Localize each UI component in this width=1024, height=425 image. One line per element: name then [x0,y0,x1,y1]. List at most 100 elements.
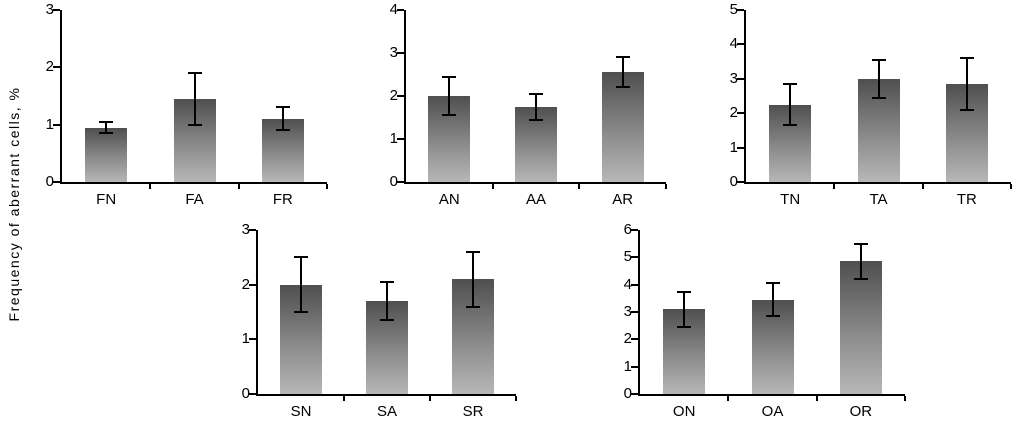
error-bar-cap-bottom [529,118,543,121]
error-bar-line [877,59,880,98]
y-tick-mark [737,146,744,149]
y-tick-mark [249,229,256,231]
error-bar-line [193,73,196,125]
bar-chart-F-group: 0 1 2 3 FN FA FR [34,1,328,208]
error-bar-cap-bottom [294,311,308,313]
bar-chart-O-group: 0 1 2 3 4 5 6 ON OA OR [612,221,906,420]
x-tick-mark [429,396,431,401]
y-tick-label: 4 [623,275,632,293]
y-tick-label: 1 [389,130,398,147]
y-tick-mark [737,9,744,11]
x-category-label: AR [612,191,634,208]
error-bar-cap-bottom [853,278,868,281]
error-bar-cap-bottom [99,132,114,135]
error-bar-cap-top [853,242,868,245]
error-bar-cap-top [275,106,290,109]
y-tick-mark [249,393,256,395]
y-tick-label: 3 [45,1,54,18]
y-tick-mark [737,181,744,183]
x-tick-mark [727,396,730,401]
error-bar-cap-bottom [275,129,290,132]
error-bar-line [771,283,774,317]
error-bar-cap-bottom [187,123,202,126]
bar-chart-T-group: 0 1 2 3 4 5 TN TA TR [718,1,1012,208]
error-bar-cap-top [466,250,480,253]
y-tick-mark [737,77,744,80]
y-tick-label: 3 [623,303,632,320]
y-tick-mark [53,9,60,11]
error-bar-line [105,121,108,134]
plot-area: 0 1 2 3 SN SA SR [242,221,517,420]
error-bar-cap-bottom [677,326,692,329]
error-bar-cap-top [187,72,202,75]
y-tick-mark [737,112,744,115]
y-tick-mark [631,256,638,259]
error-bar-line [300,257,302,312]
x-category-label: SN [290,403,312,420]
error-bar-line [535,93,537,120]
x-tick-mark [149,184,152,189]
y-tick-mark [53,123,60,126]
y-tick-mark [631,393,638,395]
error-bar-line [789,83,792,126]
bar-chart-A-group: 0 1 2 3 4 AN AA AR [378,1,667,208]
x-tick-mark [515,396,517,401]
bar-chart-S-group: 0 1 2 3 SN SA SR [230,221,517,420]
error-bar-cap-bottom [615,86,630,89]
x-tick-mark [491,184,494,189]
error-bar-cap-bottom [765,315,780,318]
y-tick-mark [53,181,60,183]
y-tick-mark [397,9,404,11]
x-tick-mark [815,396,818,401]
error-bar-cap-bottom [442,114,457,117]
y-tick-label: 1 [623,357,632,375]
error-bar-cap-top [871,58,886,61]
x-category-label: TN [780,191,801,208]
y-tick-label: 4 [389,1,398,18]
error-bar-cap-top [677,290,692,293]
x-category-label: SA [376,403,397,420]
y-tick-label: 2 [623,330,632,348]
y-tick-mark [631,338,638,341]
error-bar-cap-top [442,75,457,78]
plot-area: 0 1 2 3 4 5 TN TA TR [730,1,1012,208]
x-tick-mark [326,184,328,189]
error-bar-line [472,251,474,307]
y-tick-label: 6 [623,221,632,238]
y-tick-mark [397,52,404,54]
error-bar-cap-top [783,82,798,85]
x-category-label: FR [272,191,293,208]
y-tick-label: 0 [729,173,738,190]
x-category-label: TR [956,191,977,208]
x-category-label: ON [672,403,696,420]
x-category-label: AA [525,191,546,208]
y-tick-mark [737,43,744,46]
x-tick-mark [665,184,667,189]
x-tick-mark [833,184,836,189]
x-tick-mark [1010,184,1012,189]
y-tick-label: 2 [241,275,250,293]
y-tick-label: 2 [729,104,738,122]
error-bar-cap-bottom [783,124,798,127]
x-tick-mark [578,184,581,189]
y-tick-mark [397,95,404,97]
x-tick-mark [343,396,345,401]
error-bar-line [386,281,388,321]
bar [85,127,128,182]
y-tick-mark [249,283,256,286]
bar [839,261,882,394]
x-category-label: SR [462,403,484,420]
error-bar-cap-top [765,282,780,285]
y-tick-label: 3 [729,69,738,87]
y-tick-label: 0 [389,173,398,190]
y-tick-mark [397,138,404,140]
error-bar-line [965,58,968,110]
x-category-label: FN [96,191,117,208]
x-tick-mark [237,184,240,189]
y-tick-label: 1 [241,330,250,348]
error-bar-cap-bottom [466,305,480,308]
error-bar-cap-top [99,120,114,123]
plot-area: 0 1 2 3 4 5 6 ON OA OR [624,221,906,420]
y-tick-label: 0 [45,173,54,190]
